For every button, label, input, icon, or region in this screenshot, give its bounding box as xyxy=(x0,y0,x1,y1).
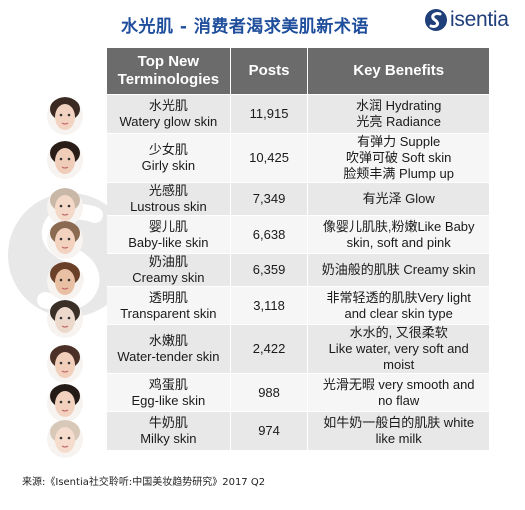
term-english: Egg-like skin xyxy=(131,392,206,408)
benefits-cell: 奶油般的肌肤 Creamy skin xyxy=(307,253,489,287)
benefits-cell: 非常轻透的肌肤Very light and clear skin type xyxy=(307,286,489,325)
woman-portrait-icon xyxy=(47,188,83,226)
table-row: 水嫩肌 Water-tender skin 2,422 水水的, 又很柔软 Like w… xyxy=(107,324,489,374)
term-chinese: 奶油肌 xyxy=(148,254,188,269)
term-chinese: 透明肌 xyxy=(148,289,188,305)
header-terminologies: Top New Terminologies xyxy=(107,48,231,95)
term-chinese: 光感肌 xyxy=(148,183,188,198)
term-chinese: 少女肌 xyxy=(148,142,188,157)
table-row: 婴儿肌 Baby-like skin 6,638 像婴儿肌肤,粉嫩Like Baby s… xyxy=(107,215,489,254)
benefits-cell: 水润 Hydrating 光亮 Radiance xyxy=(307,94,489,134)
term-chinese: 婴儿肌 xyxy=(148,218,188,234)
header-key-benefits: Key Benefits xyxy=(307,48,489,95)
isentia-logo-icon xyxy=(425,9,447,31)
posts-cell: 6,359 xyxy=(230,253,309,287)
term-chinese: 水光肌 xyxy=(148,98,188,113)
header-posts: Posts xyxy=(230,48,309,95)
term-cell: 婴儿肌 Baby-like skin xyxy=(107,215,231,254)
table-row: 鸡蛋肌 Egg-like skin 988 光滑无暇 very smooth and n… xyxy=(107,373,489,412)
benefit-line: and clear skin type xyxy=(344,305,453,321)
term-cell: 透明肌 Transparent skin xyxy=(107,286,231,325)
term-english: Milky skin xyxy=(140,430,197,446)
woman-portrait-icon xyxy=(47,97,83,135)
benefits-cell: 像婴儿肌肤,粉嫩Like Baby skin, soft and pink xyxy=(307,215,489,254)
term-cell: 少女肌 Girly skin xyxy=(107,133,231,183)
terminology-table: Top New Terminologies Posts Key Benefits … xyxy=(107,48,489,450)
posts-cell: 3,118 xyxy=(230,286,309,325)
benefit-line: moist xyxy=(383,357,415,372)
woman-portrait-icon xyxy=(47,420,83,458)
benefit-line: 光滑无暇 very smooth and xyxy=(322,376,475,392)
benefit-line: 非常轻透的肌肤Very light xyxy=(326,289,471,305)
benefit-line: 像婴儿肌肤,粉嫩Like Baby xyxy=(322,218,475,234)
term-cell: 奶油肌 Creamy skin xyxy=(107,253,231,287)
posts-cell: 2,422 xyxy=(230,324,309,374)
baby-portrait-icon xyxy=(47,221,83,259)
benefits-cell: 如牛奶一般白的肌肤 white like milk xyxy=(307,411,489,450)
benefit-line: 有光泽 Glow xyxy=(362,191,435,206)
woman-portrait-icon xyxy=(47,262,83,300)
table-row: 牛奶肌 Milky skin 974 如牛奶一般白的肌肤 white like milk xyxy=(107,411,489,450)
table-row: 光感肌 Lustrous skin 7,349 有光泽 Glow xyxy=(107,182,489,216)
table-row: 奶油肌 Creamy skin 6,359 奶油般的肌肤 Creamy skin xyxy=(107,253,489,287)
benefit-line: 奶油般的肌肤 Creamy skin xyxy=(321,262,476,277)
term-cell: 鸡蛋肌 Egg-like skin xyxy=(107,373,231,412)
girl-portrait-icon xyxy=(47,141,83,179)
term-english: Water-tender skin xyxy=(117,349,220,364)
doll-portrait-icon xyxy=(47,300,83,338)
benefit-line: skin, soft and pink xyxy=(346,234,451,250)
term-english: Creamy skin xyxy=(132,270,205,285)
benefit-line: Like water, very soft and xyxy=(328,341,469,356)
term-cell: 水光肌 Watery glow skin xyxy=(107,94,231,134)
posts-cell: 974 xyxy=(230,411,309,450)
table-row: 水光肌 Watery glow skin 11,915 水润 Hydrating 光亮 … xyxy=(107,94,489,134)
table-header-row: Top New Terminologies Posts Key Benefits xyxy=(107,48,489,95)
posts-cell: 988 xyxy=(230,373,309,412)
woman-portrait-icon xyxy=(47,384,83,422)
source-note: 来源:《Isentia社交聆听:中国美妆趋势研究》2017 Q2 xyxy=(22,477,266,488)
posts-cell: 11,915 xyxy=(230,94,309,134)
benefit-line: 脸颊丰满 Plump up xyxy=(343,166,454,181)
table-row: 少女肌 Girly skin 10,425 有弹力 Supple 吹弹可破 Soft s… xyxy=(107,133,489,183)
posts-cell: 7,349 xyxy=(230,182,309,216)
benefits-cell: 有光泽 Glow xyxy=(307,182,489,216)
term-english: Transparent skin xyxy=(120,305,217,321)
term-chinese: 牛奶肌 xyxy=(148,414,188,430)
posts-cell: 10,425 xyxy=(230,133,309,183)
isentia-logo: isentia xyxy=(424,8,509,32)
benefit-line: 吹弹可破 Soft skin xyxy=(345,150,452,165)
term-english: Baby-like skin xyxy=(128,234,209,250)
term-english: Girly skin xyxy=(141,158,196,173)
woman-portrait-icon xyxy=(47,345,83,383)
term-chinese: 鸡蛋肌 xyxy=(148,376,188,392)
posts-cell: 6,638 xyxy=(230,215,309,254)
term-cell: 光感肌 Lustrous skin xyxy=(107,182,231,216)
benefits-cell: 水水的, 又很柔软 Like water, very soft and moist xyxy=(307,324,489,374)
table-row: 透明肌 Transparent skin 3,118 非常轻透的肌肤Very ligh… xyxy=(107,286,489,325)
logo-wordmark: isentia xyxy=(450,8,509,31)
benefit-line: 光亮 Radiance xyxy=(356,114,441,129)
term-cell: 牛奶肌 Milky skin xyxy=(107,411,231,450)
benefit-line: 如牛奶一般白的肌肤 white xyxy=(323,414,475,430)
benefit-line: 水润 Hydrating xyxy=(356,98,442,113)
benefits-cell: 有弹力 Supple 吹弹可破 Soft skin 脸颊丰满 Plump up xyxy=(307,133,489,183)
page-title: 水光肌 - 消费者渴求美肌新术语 xyxy=(121,17,369,37)
benefit-line: 水水的, 又很柔软 xyxy=(349,325,448,340)
term-cell: 水嫩肌 Water-tender skin xyxy=(107,324,231,374)
benefits-cell: 光滑无暇 very smooth and no flaw xyxy=(307,373,489,412)
benefit-line: no flaw xyxy=(378,392,420,408)
term-chinese: 水嫩肌 xyxy=(148,333,188,348)
term-english: Lustrous skin xyxy=(130,199,207,214)
benefit-line: 有弹力 Supple xyxy=(357,134,441,149)
benefit-line: like milk xyxy=(375,430,422,446)
term-english: Watery glow skin xyxy=(119,114,218,129)
